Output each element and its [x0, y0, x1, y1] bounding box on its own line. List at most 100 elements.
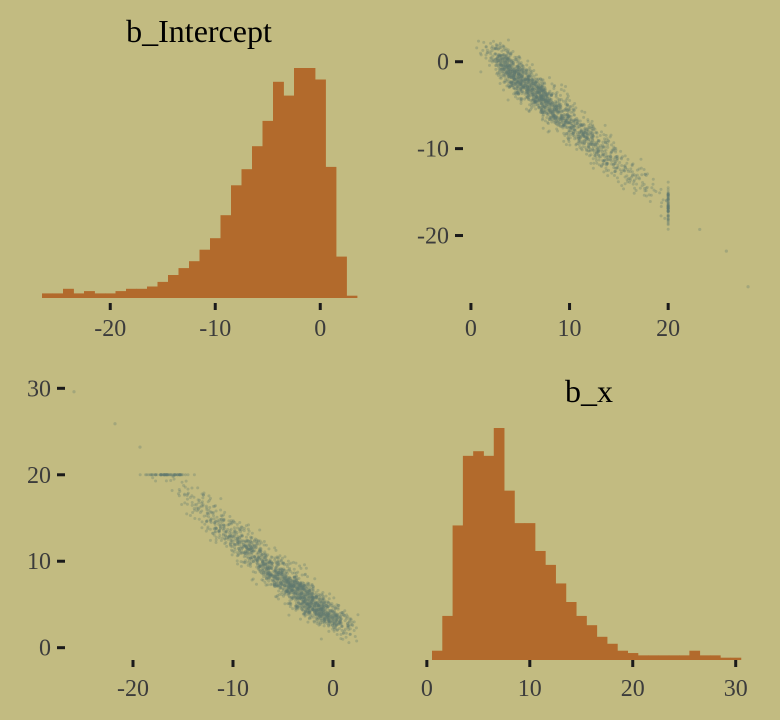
histogram-bar [189, 261, 200, 298]
scatter-point [541, 111, 545, 115]
scatter-point [666, 212, 670, 216]
scatter-point [501, 44, 505, 48]
scatter-point [666, 192, 670, 196]
scatter-point [527, 87, 531, 91]
scatter-point [610, 171, 614, 175]
scatter-point [271, 575, 275, 579]
scatter-point [508, 72, 512, 76]
scatter-point [288, 584, 292, 588]
scatter-point [308, 604, 312, 608]
scatter-point [506, 63, 510, 67]
scatter-point [287, 602, 291, 606]
scatter-point [186, 492, 190, 496]
scatter-point [528, 66, 532, 70]
scatter-point [504, 60, 508, 64]
scatter-point [320, 615, 324, 619]
scatter-point [233, 531, 237, 535]
scatter-point [330, 615, 334, 619]
scatter-point [531, 80, 535, 84]
scatter-point [549, 97, 553, 101]
scatter-point [282, 584, 286, 588]
scatter-point [534, 92, 538, 96]
scatter-point [270, 564, 274, 568]
scatter-point [585, 135, 589, 139]
scatter-point [540, 88, 544, 92]
scatter-point [298, 617, 302, 621]
scatter-point [515, 81, 519, 85]
scatter-point [293, 586, 297, 590]
scatter-point [263, 550, 267, 554]
scatter-point [308, 611, 312, 615]
scatter-point [533, 99, 537, 103]
scatter-point [568, 121, 572, 125]
scatter-point [591, 145, 595, 149]
scatter-point [549, 116, 553, 120]
scatter-point [556, 123, 560, 127]
scatter-point [309, 601, 313, 605]
scatter-point [241, 546, 245, 550]
scatter-point [565, 96, 569, 100]
scatter-point [565, 103, 569, 107]
scatter-point [536, 80, 540, 84]
scatter-point [630, 170, 634, 174]
scatter-point [239, 525, 243, 529]
scatter-point [620, 155, 624, 159]
histogram-bar [607, 643, 618, 660]
scatter-point [644, 173, 648, 177]
scatter-point [339, 622, 343, 626]
scatter-point [279, 567, 283, 571]
scatter-point [149, 473, 153, 477]
scatter-point [267, 579, 271, 583]
scatter-point [549, 111, 553, 115]
scatter-point [169, 473, 173, 477]
scatter-point [325, 615, 329, 619]
scatter-point [311, 606, 315, 610]
scatter-point [230, 531, 234, 535]
scatter-point [663, 216, 667, 220]
scatter-point [232, 542, 236, 546]
scatter-point [258, 564, 262, 568]
scatter-point [319, 615, 323, 619]
scatter-point [635, 173, 639, 177]
histogram-bar [94, 293, 106, 298]
scatter-point [327, 624, 331, 628]
scatter-point [485, 48, 489, 52]
scatter-point [307, 583, 311, 587]
scatter-point [546, 101, 550, 105]
scatter-point [306, 609, 310, 613]
scatter-point [573, 124, 577, 128]
scatter-point [256, 563, 260, 567]
scatter-point [178, 489, 182, 493]
scatter-point [320, 604, 324, 608]
histogram-bar [627, 653, 639, 660]
scatter-point [500, 63, 504, 67]
scatter-point [558, 124, 562, 128]
scatter-point [282, 563, 286, 567]
scatter-point [304, 591, 308, 595]
scatter-point [507, 75, 511, 79]
scatter-point [300, 585, 304, 589]
scatter-point [240, 525, 244, 529]
scatter-point [195, 509, 199, 513]
scatter-point [497, 69, 501, 73]
scatter-point [256, 567, 260, 571]
scatter-point [268, 558, 272, 562]
scatter-point [666, 202, 670, 206]
scatter-point [332, 622, 336, 626]
scatter-point [242, 526, 246, 530]
scatter-point [535, 95, 539, 99]
scatter-point [296, 606, 300, 610]
scatter-point [522, 85, 526, 89]
scatter-point [605, 157, 609, 161]
scatter-point [311, 585, 315, 589]
scatter-point [628, 170, 632, 174]
scatter-point [299, 583, 303, 587]
scatter-point [584, 138, 588, 142]
scatter-point [311, 588, 315, 592]
scatter-point [343, 613, 347, 617]
scatter-point [505, 63, 509, 67]
scatter-point [507, 86, 511, 90]
scatter-point [298, 592, 302, 596]
scatter-point [494, 64, 498, 68]
scatter-point [310, 602, 314, 606]
